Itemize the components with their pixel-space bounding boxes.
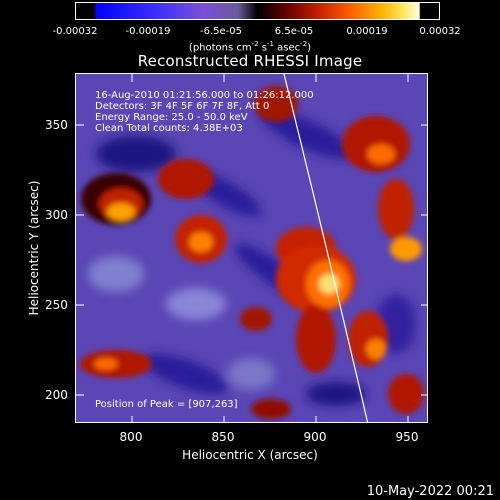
info-time-range: 16-Aug-2010 01:21:56.000 to 01:26:12.000 bbox=[95, 90, 314, 101]
colorbar-tick-label: -0.00019 bbox=[125, 26, 171, 37]
image-canvas bbox=[76, 74, 427, 422]
solar-limb-line bbox=[283, 74, 369, 422]
colorbar-units: (photons cm-2 s-1 asec-2) bbox=[188, 40, 312, 54]
info-energy-range: Energy Range: 25.0 - 50.0 keV bbox=[95, 112, 248, 123]
x-axis-label: Heliocentric X (arcsec) bbox=[182, 448, 318, 462]
y-tick-label: 250 bbox=[45, 298, 68, 312]
x-tick-label: 900 bbox=[303, 430, 327, 444]
peak-position-label: Position of Peak = [907,263] bbox=[95, 399, 238, 410]
colorbar-tick-label: 6.5e-05 bbox=[274, 26, 314, 37]
colorbar bbox=[75, 2, 440, 20]
colorbar-tick-label: -6.5e-05 bbox=[200, 26, 242, 37]
x-tick-label: 800 bbox=[119, 430, 143, 444]
image-title: Reconstructed RHESSI Image bbox=[137, 52, 363, 70]
info-detectors: Detectors: 3F 4F 5F 6F 7F 8F, Att 0 bbox=[95, 101, 270, 112]
y-tick-label: 300 bbox=[45, 208, 68, 222]
y-tick-label: 350 bbox=[45, 118, 68, 132]
axis-ticks bbox=[76, 74, 427, 422]
colorbar-tick-label: 0.00032 bbox=[419, 26, 461, 37]
emission-sources bbox=[80, 86, 424, 419]
y-axis-label: Heliocentric Y (arcsec) bbox=[27, 180, 41, 316]
colorbar-tick-label: -0.00032 bbox=[52, 26, 98, 37]
rhessi-image-plot: 16-Aug-2010 01:21:56.000 to 01:26:12.000… bbox=[75, 73, 428, 423]
x-tick-label: 850 bbox=[211, 430, 235, 444]
timestamp: 10-May-2022 00:21 bbox=[366, 484, 494, 499]
x-tick-label: 950 bbox=[395, 430, 419, 444]
y-tick-label: 200 bbox=[45, 388, 68, 402]
colorbar-tick-label: 0.00019 bbox=[346, 26, 388, 37]
info-total-counts: Clean Total counts: 4.38E+03 bbox=[95, 123, 243, 134]
